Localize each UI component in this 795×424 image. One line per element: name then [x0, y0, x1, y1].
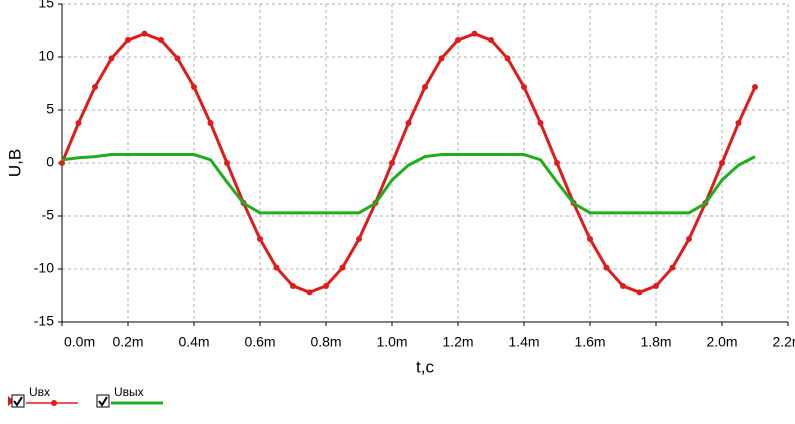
data-point — [108, 55, 115, 62]
data-point — [471, 30, 478, 37]
y-axis-label: U,B — [5, 149, 24, 177]
x-tick-label: 1.0m — [376, 334, 407, 350]
data-point — [125, 37, 131, 44]
data-point — [719, 160, 725, 166]
legend-label: Uвых — [114, 385, 144, 399]
y-tick-label: 10 — [38, 48, 54, 64]
data-point — [389, 160, 395, 166]
data-point — [257, 236, 263, 243]
data-point — [158, 37, 164, 44]
data-point — [290, 282, 296, 289]
x-tick-label: 2.0m — [706, 334, 737, 350]
data-point — [224, 160, 230, 166]
data-point — [455, 37, 461, 44]
legend-pointer — [8, 396, 14, 406]
data-point — [273, 264, 280, 271]
data-point — [521, 83, 527, 90]
y-tick-label: 5 — [46, 101, 54, 117]
x-tick-label: 0.8m — [310, 334, 341, 350]
data-point — [306, 289, 313, 296]
data-point — [752, 83, 758, 90]
x-tick-label: 2.2m — [772, 334, 795, 350]
data-point — [438, 55, 445, 62]
x-tick-label: 0.4m — [178, 334, 209, 350]
data-point — [686, 236, 692, 243]
x-tick-label: 0.2m — [112, 334, 143, 350]
data-point — [174, 55, 181, 62]
data-point — [653, 282, 659, 289]
data-point — [339, 264, 346, 271]
data-point — [422, 83, 428, 90]
data-point — [504, 55, 511, 62]
x-tick-label: 1.4m — [508, 334, 539, 350]
data-point — [554, 160, 560, 166]
x-tick-label: 1.8m — [640, 334, 671, 350]
data-point — [207, 120, 214, 127]
legend-label: Uвх — [29, 385, 50, 399]
x-tick-label: 1.6m — [574, 334, 605, 350]
data-point — [405, 120, 412, 127]
data-point — [636, 289, 643, 296]
data-point — [92, 83, 98, 90]
data-point — [537, 120, 544, 127]
series-line — [61, 153, 756, 215]
x-tick-label: 0.6m — [244, 334, 275, 350]
legend-check[interactable] — [13, 396, 23, 407]
data-point — [356, 236, 362, 243]
data-point — [620, 282, 626, 289]
y-tick-label: 0 — [46, 154, 54, 170]
legend-marker — [51, 400, 57, 406]
y-tick-label: -5 — [42, 207, 55, 223]
x-tick-label: 0.0m — [64, 334, 95, 350]
data-point — [669, 264, 676, 271]
data-point — [141, 30, 148, 37]
data-point — [735, 120, 742, 127]
legend-check[interactable] — [98, 396, 108, 407]
data-point — [488, 37, 494, 44]
data-point — [59, 160, 65, 166]
data-point — [323, 282, 329, 289]
y-tick-label: -15 — [34, 313, 54, 329]
data-point — [191, 83, 197, 90]
y-tick-label: 15 — [38, 0, 54, 11]
x-axis-label: t,c — [416, 357, 434, 376]
data-point — [603, 264, 610, 271]
data-point — [75, 120, 82, 127]
data-point — [587, 236, 593, 243]
x-tick-label: 1.2m — [442, 334, 473, 350]
y-tick-label: -10 — [34, 260, 54, 276]
